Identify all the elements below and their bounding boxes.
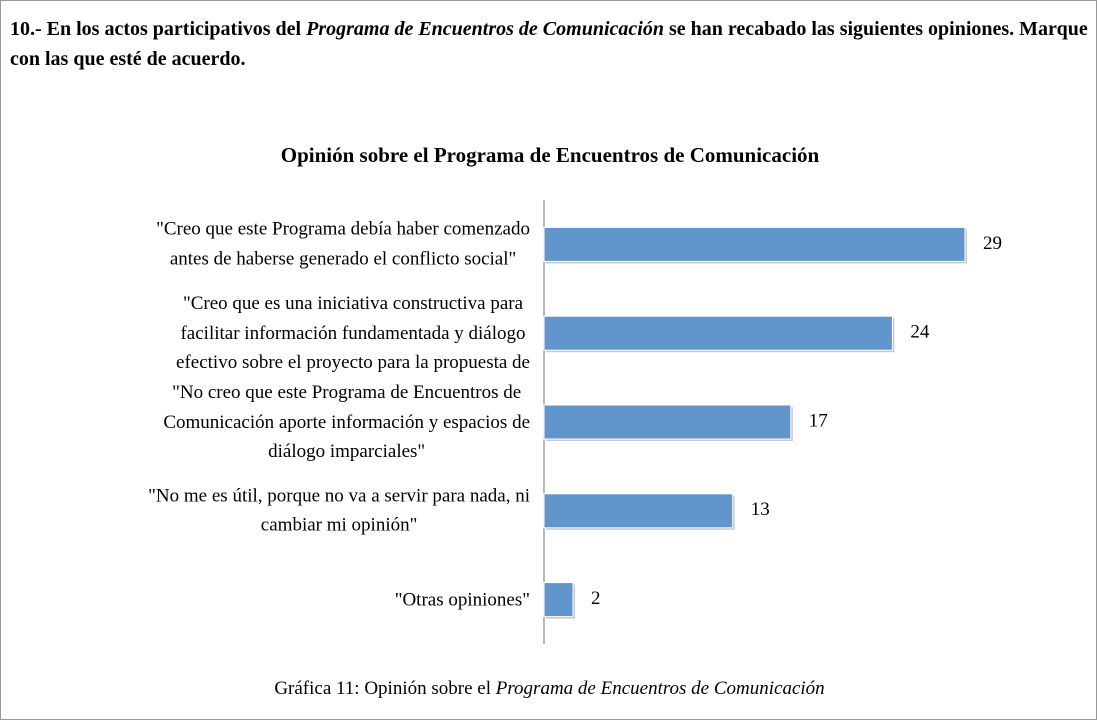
question-text: 10.- En los actos participativos del [10, 18, 307, 40]
category-label: "No me es útil, porque no va a servir pa… [148, 485, 530, 536]
category-label: "Creo que este Programa debía haber come… [156, 218, 530, 270]
category-label: "Otras opiniones" [394, 588, 530, 610]
category-label: "No creo que este Programa de Encuentros… [163, 381, 530, 462]
question-italic: Programa de Encuentros de Comunicación [306, 18, 664, 40]
chart-title: Opinión sobre el Programa de Encuentros … [281, 143, 820, 167]
bar [543, 404, 792, 440]
question: 10.- En los actos participativos del Pro… [10, 14, 1090, 74]
value-label: 17 [809, 410, 828, 431]
caption-italic: Programa de Encuentros de Comunicación [495, 678, 825, 699]
caption-text: Gráfica 11: Opinión sobre el [274, 678, 496, 699]
value-label: 13 [751, 499, 770, 520]
bar [543, 582, 574, 618]
value-label: 29 [983, 233, 1002, 254]
bar [543, 315, 893, 351]
chart: Opinión sobre el Programa de Encuentros … [281, 143, 1002, 644]
caption: Gráfica 11: Opinión sobre el Programa de… [0, 678, 1099, 700]
bar [543, 493, 734, 529]
value-label: 2 [591, 588, 601, 609]
question-text: se han recabado las siguientes opiniones… [10, 18, 1088, 70]
bar [543, 226, 966, 262]
category-label: "Creo que es una iniciativa constructiva… [176, 292, 530, 373]
value-label: 24 [910, 322, 930, 343]
